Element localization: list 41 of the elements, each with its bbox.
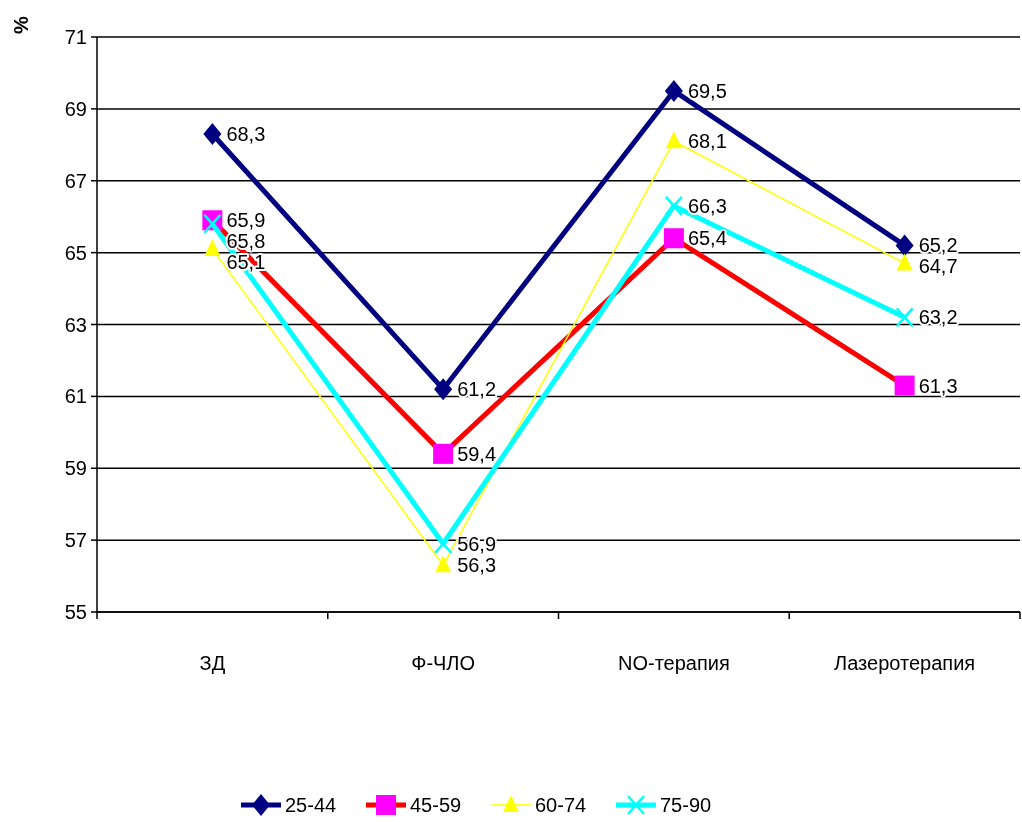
y-tick-label: 61 [64,385,87,408]
data-label: 68,1 [687,130,727,153]
point [203,123,222,146]
data-label: 59,4 [457,442,497,465]
data-label: 66,3 [687,194,727,217]
y-axis-title: % [10,15,32,34]
data-label: 63,2 [918,306,958,329]
y-tick-label: 65 [64,241,87,264]
data-label: 61,2 [457,378,497,401]
data-label: 65,2 [918,234,958,257]
y-tick-label: 67 [64,169,87,192]
point [664,79,683,102]
y-tick-label: 57 [64,529,87,552]
y-tick-label: 59 [64,457,87,480]
point [895,307,914,328]
legend-label: 45-59 [410,794,462,816]
data-label: 65,9 [226,209,266,232]
data-label: 64,7 [918,255,958,278]
data-label: 65,4 [687,227,727,250]
y-tick-label: 69 [64,97,87,120]
y-tick-label: 63 [64,313,87,336]
x-tick-label: NO-терапия [617,652,730,674]
data-label: 56,3 [457,554,497,577]
x-tick-label: ЗД [199,652,226,674]
legend-label: 75-90 [660,794,712,816]
point [896,253,913,271]
point [665,131,682,149]
point [204,239,221,257]
legend-label: 25-44 [285,794,337,816]
x-tick-label: Лазеротерапия [834,652,976,674]
data-label: 68,3 [226,123,266,146]
y-tick-label: 55 [64,601,87,623]
point [895,234,914,257]
y-tick-label: 71 [64,26,87,48]
legend-label: 60-74 [535,794,587,816]
point [435,555,452,573]
point [664,195,684,217]
data-label: 61,3 [918,374,958,397]
point [434,378,453,401]
data-label: 69,5 [687,79,727,102]
x-tick-label: Ф-ЧЛО [411,652,476,674]
